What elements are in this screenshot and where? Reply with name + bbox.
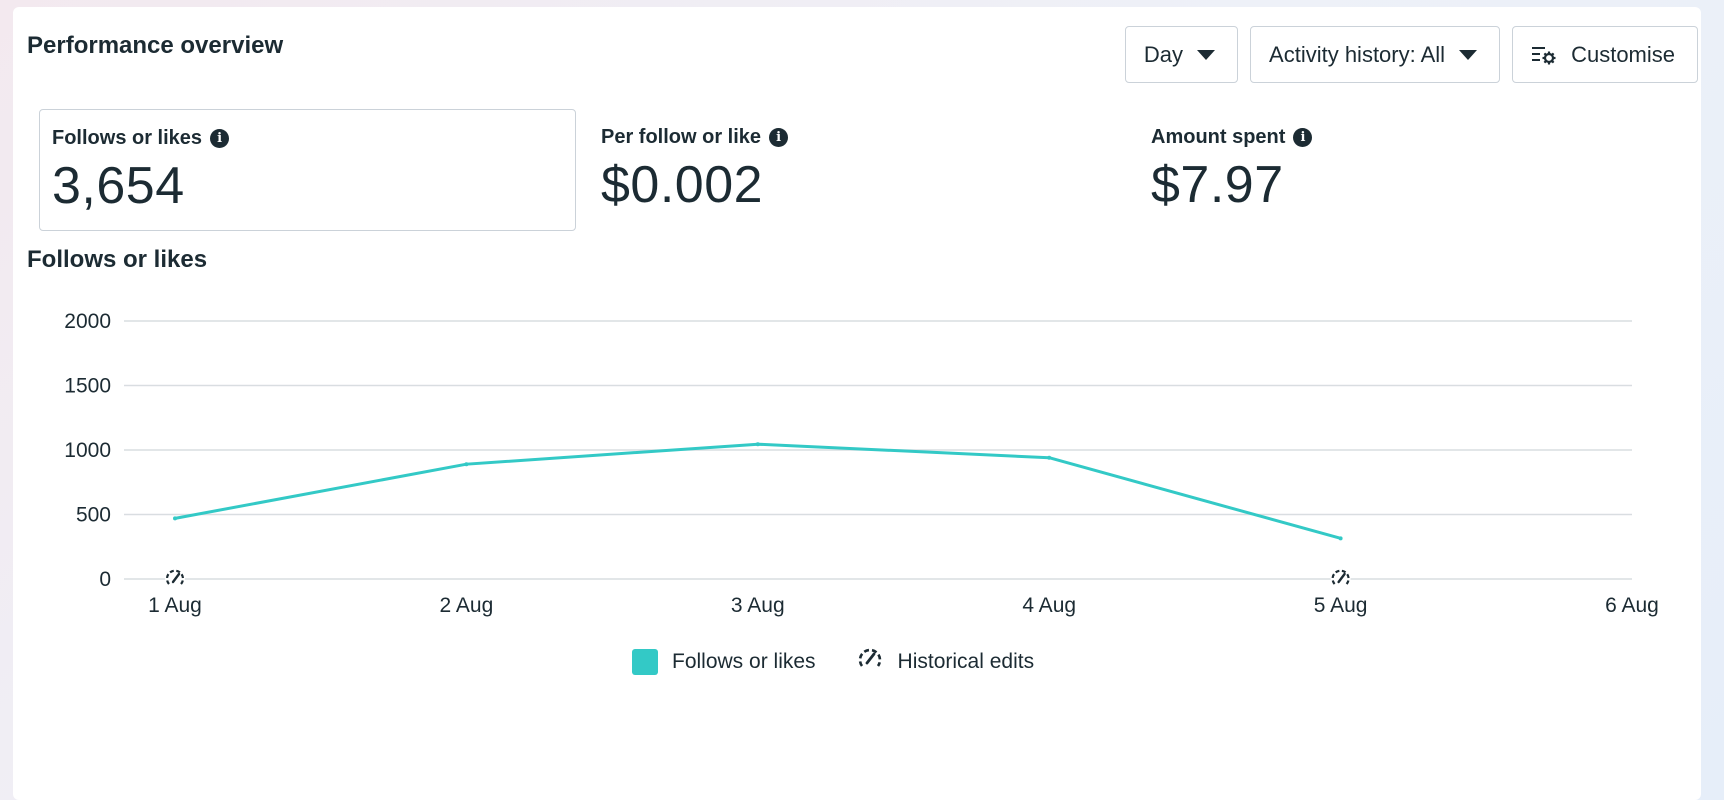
metric-label-wrap: Amount spent i <box>1151 126 1657 149</box>
metrics-row: Follows or likes i 3,654 Per follow or l… <box>26 109 1666 233</box>
period-label: Day <box>1143 41 1184 67</box>
customise-label: Customise <box>1571 41 1675 67</box>
metric-label-wrap: Follows or likes i <box>52 127 563 150</box>
metric-value: $0.002 <box>601 156 764 214</box>
info-icon[interactable]: i <box>210 129 230 148</box>
chart-title: Follows or likes <box>27 246 208 273</box>
legend-label: Historical edits <box>897 650 1035 673</box>
chart-legend: Follows or likes Historical edits <box>632 646 1034 678</box>
customise-button[interactable]: Customise <box>1512 26 1698 83</box>
info-icon[interactable]: i <box>1293 128 1313 147</box>
toolbar: Day Activity history: All <box>1124 26 1698 83</box>
x-tick-label: 2 Aug <box>440 594 494 617</box>
page-title: Performance overview <box>27 32 284 59</box>
caret-down-icon <box>1197 49 1216 60</box>
legend-item-historical-edits[interactable]: Historical edits <box>856 646 1035 678</box>
period-dropdown[interactable]: Day <box>1124 26 1239 83</box>
info-icon[interactable]: i <box>769 128 789 147</box>
y-tick-label: 500 <box>76 504 111 527</box>
data-point <box>1338 536 1343 541</box>
y-tick-label: 1000 <box>64 439 111 462</box>
data-point <box>1047 455 1052 460</box>
historical-edits-icon <box>856 646 884 678</box>
x-tick-label: 5 Aug <box>1314 594 1368 617</box>
y-tick-label: 2000 <box>64 310 111 333</box>
customise-settings-icon <box>1531 44 1557 66</box>
data-point <box>464 462 469 467</box>
metric-amount-spent[interactable]: Amount spent i $7.97 <box>1139 109 1669 231</box>
x-tick-label: 1 Aug <box>148 594 202 617</box>
metric-follows-or-likes[interactable]: Follows or likes i 3,654 <box>39 109 576 231</box>
metric-label-wrap: Per follow or like i <box>601 126 1107 149</box>
x-tick-label: 4 Aug <box>1022 594 1076 617</box>
x-tick-label: 6 Aug <box>1605 594 1659 617</box>
caret-down-icon <box>1459 49 1478 60</box>
y-tick-label: 0 <box>99 568 111 591</box>
metric-label: Per follow or like <box>601 126 762 148</box>
activity-history-dropdown[interactable]: Activity history: All <box>1250 26 1501 83</box>
legend-item-follows-or-likes[interactable]: Follows or likes <box>632 649 816 675</box>
y-tick-label: 1500 <box>64 375 111 398</box>
series-line <box>174 442 1341 540</box>
metric-label: Follows or likes <box>52 127 203 149</box>
data-point <box>173 516 177 521</box>
metric-per-follow-or-like[interactable]: Per follow or like i $0.002 <box>589 109 1119 231</box>
legend-swatch <box>632 649 658 675</box>
metric-value: $7.97 <box>1151 156 1284 214</box>
data-point <box>755 442 760 447</box>
legend-label: Follows or likes <box>672 650 816 673</box>
performance-card <box>13 7 1701 800</box>
historical-edit-marker-icon[interactable] <box>1330 568 1351 588</box>
metric-label: Amount spent <box>1151 126 1286 148</box>
metric-value: 3,654 <box>52 157 185 215</box>
x-tick-label: 3 Aug <box>731 594 785 617</box>
activity-history-label: Activity history: All <box>1269 41 1446 67</box>
historical-edit-marker-icon[interactable] <box>165 568 185 588</box>
